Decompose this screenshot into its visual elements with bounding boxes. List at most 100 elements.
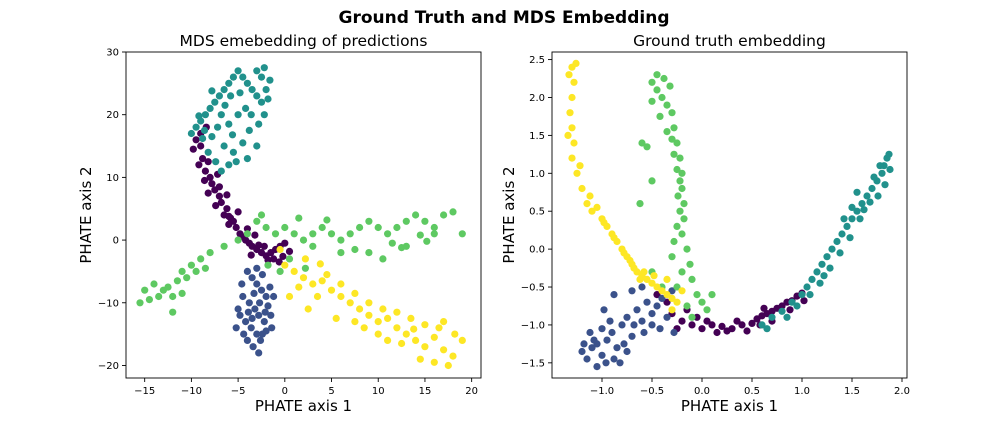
scatter-point — [327, 230, 336, 238]
scatter-point — [155, 292, 163, 301]
scatter-point — [570, 139, 578, 147]
scatter-point — [860, 206, 868, 214]
scatter-point — [234, 208, 242, 216]
scatter-point — [313, 292, 322, 301]
scatter-point — [267, 311, 275, 319]
scatter-point — [853, 188, 861, 196]
scatter-point — [253, 67, 261, 75]
scatter-point — [640, 268, 648, 276]
scatter-point — [260, 111, 268, 119]
scatter-point — [678, 184, 686, 193]
scatter-point — [253, 330, 261, 338]
scatter-point — [676, 154, 684, 162]
scatter-point — [253, 264, 261, 272]
scatter-point — [786, 306, 794, 314]
scatter-point — [249, 343, 257, 351]
x-tick-label: 0.5 — [744, 386, 760, 397]
scatter-point — [379, 305, 387, 313]
scatter-point — [673, 298, 681, 306]
scatter-point — [238, 280, 246, 288]
scatter-point — [663, 291, 671, 299]
scatter-point — [588, 207, 596, 215]
scatter-point — [264, 256, 272, 264]
scatter-point — [228, 131, 237, 139]
scatter-point — [813, 268, 821, 276]
scatter-point — [243, 225, 251, 233]
scatter-point — [836, 249, 844, 257]
scatter-point — [648, 321, 656, 329]
scatter-point — [365, 299, 373, 307]
scatter-point — [600, 219, 608, 227]
scatter-point — [578, 184, 586, 193]
scatter-point — [212, 158, 220, 166]
scatter-point — [838, 230, 846, 238]
scatter-point — [365, 311, 373, 319]
scatter-point — [365, 249, 373, 257]
scatter-point — [660, 74, 668, 83]
scatter-point — [262, 223, 270, 232]
scatter-point — [256, 299, 264, 307]
scatter-point — [141, 286, 149, 294]
scatter-point — [733, 317, 741, 325]
scatter-point — [856, 215, 864, 223]
scatter-point — [658, 287, 666, 295]
scatter-point — [248, 314, 256, 322]
scatter-point — [247, 111, 255, 119]
scatter-point — [201, 264, 209, 272]
scatter-point — [250, 289, 258, 297]
y-tick-label: −10 — [98, 298, 119, 309]
scatter-point — [183, 274, 191, 282]
y-tick-label: 0.5 — [529, 207, 545, 218]
scatter-point — [206, 173, 214, 181]
scatter-point — [673, 283, 681, 291]
scatter-point — [201, 167, 209, 175]
scatter-point — [800, 297, 808, 305]
scatter-point — [192, 123, 200, 131]
scatter-point — [608, 328, 616, 337]
scatter-point — [653, 283, 661, 291]
scatter-point — [410, 325, 418, 333]
ground-truth-y-axis-ticks: −1.5 −1.0 −0.5 0.0 0.5 1.0 1.5 2.0 2.5 — [521, 55, 552, 369]
scatter-point — [668, 253, 676, 261]
scatter-point — [215, 192, 223, 200]
scatter-point — [806, 291, 814, 299]
scatter-point — [840, 215, 848, 223]
x-tick-label: 10 — [372, 386, 385, 397]
scatter-point — [257, 98, 266, 106]
scatter-point — [808, 275, 816, 283]
scatter-point — [173, 277, 181, 285]
scatter-point — [197, 255, 205, 263]
scatter-point — [708, 321, 716, 329]
x-tick-label: −1.0 — [590, 386, 614, 397]
scatter-point — [743, 327, 751, 335]
scatter-point — [668, 294, 676, 302]
scatter-point — [853, 207, 861, 215]
scatter-point — [236, 311, 244, 319]
scatter-point — [848, 215, 856, 223]
scatter-point — [316, 260, 324, 268]
scatter-point — [885, 150, 893, 158]
scatter-point — [253, 217, 261, 225]
scatter-point — [593, 363, 601, 371]
scatter-point — [653, 71, 661, 79]
scatter-point — [610, 355, 618, 363]
scatter-point — [430, 230, 438, 238]
scatter-point — [251, 231, 259, 239]
scatter-point — [208, 180, 216, 188]
scatter-point — [683, 302, 691, 310]
scatter-point — [440, 346, 448, 354]
x-tick-label: 2.0 — [894, 386, 910, 397]
scatter-point — [698, 325, 706, 333]
scatter-point — [648, 279, 656, 287]
scatter-point — [458, 230, 466, 238]
scatter-point — [248, 86, 256, 94]
scatter-point — [220, 242, 228, 250]
y-tick-label: −1.0 — [521, 320, 545, 331]
scatter-point — [195, 161, 203, 169]
scatter-point — [365, 217, 373, 225]
scatter-point — [668, 287, 676, 295]
scatter-point — [398, 244, 406, 252]
x-tick-label: 0.0 — [694, 386, 710, 397]
scatter-point — [628, 287, 636, 295]
